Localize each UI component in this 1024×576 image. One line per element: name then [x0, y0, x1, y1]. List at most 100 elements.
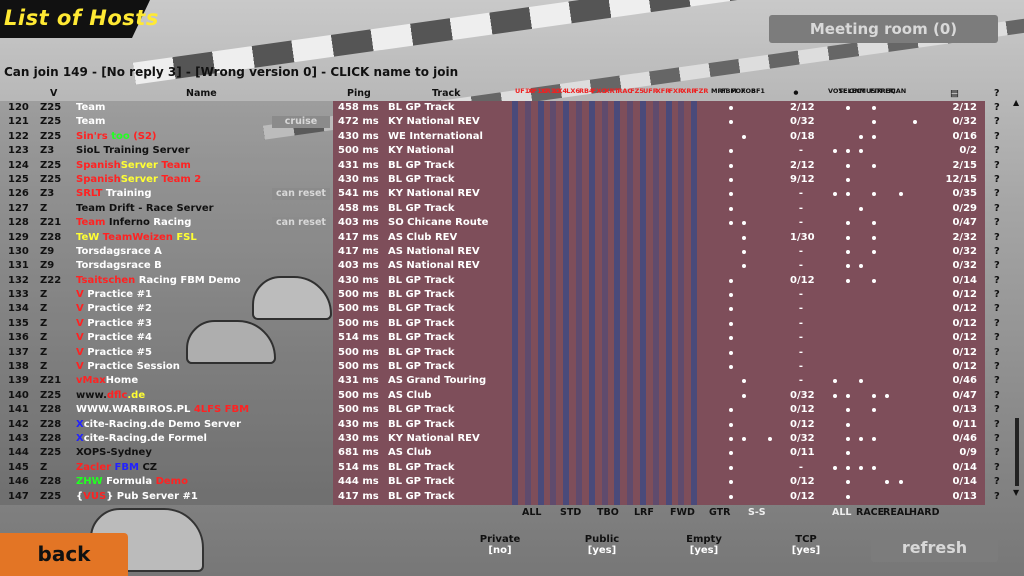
host-row[interactable]: 138 Z V Practice Session 500 ms BL GP Track -… [0, 360, 1024, 374]
host-row[interactable]: 126 Z3 SRLT Training can reset 541 ms KY Nati… [0, 187, 1024, 201]
host-name[interactable]: TeW TeamWeizen FSL [76, 231, 197, 245]
host-info-question[interactable]: ? [994, 418, 1000, 430]
filter-gtr[interactable]: GTR [709, 507, 731, 518]
header-on-vertical[interactable]: ON [849, 87, 860, 95]
option-empty[interactable]: Empty [yes] [664, 534, 744, 556]
host-row[interactable]: 130 Z9 Torsdagsrace A 417 ms AS National REV… [0, 245, 1024, 259]
host-name[interactable]: www.dflc.de [76, 389, 145, 403]
host-name[interactable]: Team Inferno Racing [76, 216, 191, 230]
host-info-question[interactable]: ? [994, 332, 1000, 344]
header-drivers-icon[interactable]: ⚫ [792, 88, 800, 99]
host-row[interactable]: 139 Z21 vMaxHome 431 ms AS Grand Touring - 0/4… [0, 374, 1024, 388]
option-empty-value[interactable]: [yes] [689, 545, 719, 556]
host-name[interactable]: SpanishServer Team [76, 159, 191, 173]
host-row[interactable]: 128 Z21 Team Inferno Racing can reset 403 ms… [0, 216, 1024, 230]
host-row[interactable]: 125 Z25 SpanishServer Team 2 430 ms BL GP Tr… [0, 173, 1024, 187]
header-lx6-vertical[interactable]: LX6 [566, 87, 580, 95]
host-info-question[interactable]: ? [994, 145, 1000, 157]
host-info-question[interactable]: ? [994, 260, 1000, 272]
header-fo8-vertical[interactable]: FO8 [741, 87, 756, 95]
host-info-question[interactable]: ? [994, 303, 1000, 315]
host-row[interactable]: 122 Z25 Sin'rs too (S2) 430 ms WE Internatio… [0, 130, 1024, 144]
host-name[interactable]: {VUS} Pub Server #1 [76, 490, 198, 504]
option-tcp[interactable]: TCP [yes] [766, 534, 846, 556]
scroll-down-arrow[interactable]: ▼ [1013, 488, 1020, 497]
host-info-question[interactable]: ? [994, 217, 1000, 229]
header-can-vertical[interactable]: CAN [891, 87, 907, 95]
header-ping[interactable]: Ping [347, 88, 371, 99]
host-row[interactable]: 141 Z28 WWW.WARBIROS.PL 4LFS FBM 500 ms BL G… [0, 403, 1024, 417]
header-ufr-vertical[interactable]: UFR [643, 87, 658, 95]
host-name[interactable]: Torsdagsrace B [76, 259, 162, 273]
host-name[interactable]: V Practice #4 [76, 331, 152, 345]
host-row[interactable]: 140 Z25 www.dflc.de 500 ms AS Club 0/32 0/47? [0, 389, 1024, 403]
header-rb4-vertical[interactable]: RB4 [579, 87, 594, 95]
host-name[interactable]: Team [76, 101, 105, 115]
host-info-question[interactable]: ? [994, 188, 1000, 200]
header-fzr-vertical[interactable]: FZR [694, 87, 709, 95]
filter-race[interactable]: RACE [856, 507, 885, 518]
host-info-question[interactable]: ? [994, 375, 1000, 387]
host-row[interactable]: 145 Z Zacler FBM CZ 514 ms BL GP Track - 0/14? [0, 461, 1024, 475]
scroll-thumb[interactable] [1015, 418, 1019, 486]
header-fbm-vertical[interactable]: FBM [721, 87, 737, 95]
host-info-question[interactable]: ? [994, 361, 1000, 373]
header-mrt-vertical[interactable]: MRT [711, 87, 727, 95]
meeting-room-button[interactable]: Meeting room (0) [769, 15, 998, 43]
header-rac-vertical[interactable]: RAC [617, 87, 633, 95]
host-info-question[interactable]: ? [994, 404, 1000, 416]
filter-all[interactable]: ALL [522, 507, 542, 518]
host-row[interactable]: 133 Z V Practice #1 500 ms BL GP Track - 0/12? [0, 288, 1024, 302]
host-info-question[interactable]: ? [994, 289, 1000, 301]
host-tag-button[interactable]: can reset [272, 188, 330, 201]
header-xf1g-vertical[interactable]: XF1G [527, 87, 548, 95]
header-lx4-vertical[interactable]: LX4 [553, 87, 568, 95]
host-row[interactable]: 131 Z9 Torsdagsrace B 403 ms AS National REV… [0, 259, 1024, 273]
host-name[interactable]: XOPS-Sydney [76, 446, 152, 460]
host-name[interactable]: V Practice #3 [76, 317, 152, 331]
scrollbar[interactable]: ▲ ▼ [1013, 98, 1020, 502]
host-info-question[interactable]: ? [994, 102, 1000, 113]
option-private-value[interactable]: [no] [488, 545, 512, 556]
host-row[interactable]: 135 Z V Practice #3 500 ms BL GP Track - 0/12? [0, 317, 1024, 331]
host-info-question[interactable]: ? [994, 202, 1000, 214]
header-vote-vertical[interactable]: VOTE [828, 87, 848, 95]
filter-fwd[interactable]: FWD [670, 507, 695, 518]
host-tag-button[interactable]: cruise [272, 116, 330, 129]
host-row[interactable]: 123 Z3 SioL Training Server 500 ms KY Nation… [0, 144, 1024, 158]
host-row[interactable]: 120 Z25 Team 458 ms BL GP Track 2/12 2/12? [0, 101, 1024, 115]
host-row[interactable]: 144 Z25 XOPS-Sydney 681 ms AS Club 0/11 0/9? [0, 446, 1024, 460]
host-info-question[interactable]: ? [994, 389, 1000, 401]
host-name[interactable]: V Practice #1 [76, 288, 152, 302]
filter-std[interactable]: STD [560, 507, 582, 518]
option-tcp-value[interactable]: [yes] [791, 545, 821, 556]
filter-real[interactable]: REAL [883, 507, 911, 518]
header-version[interactable]: V [50, 88, 58, 99]
host-name[interactable]: vMaxHome [76, 374, 138, 388]
header-name[interactable]: Name [186, 88, 217, 99]
host-info-question[interactable]: ? [994, 173, 1000, 185]
host-row[interactable]: 147 Z25 {VUS} Pub Server #1 417 ms BL GP Tra… [0, 490, 1024, 504]
header-mustpit-vertical[interactable]: MUSTPIT [859, 87, 892, 95]
header-fox-vertical[interactable]: FOX [731, 87, 746, 95]
host-name[interactable]: Team Drift - Race Server [76, 202, 214, 216]
host-name[interactable]: Sin'rs too (S2) [76, 130, 157, 144]
host-row[interactable]: 127 Z Team Drift - Race Server 458 ms BL GP … [0, 202, 1024, 216]
header-xr1g-vertical[interactable]: XR1G [540, 87, 561, 95]
filter-tbo[interactable]: TBO [597, 507, 619, 518]
header-fxr-vertical[interactable]: FXR [668, 87, 684, 95]
host-name[interactable]: Xcite-Racing.de Formel [76, 432, 207, 446]
option-private[interactable]: Private [no] [460, 534, 540, 556]
header-uf10-vertical[interactable]: UF10 [515, 87, 534, 95]
header-fix-vertical[interactable]: FIX [870, 87, 882, 95]
host-name[interactable]: Zacler FBM CZ [76, 461, 157, 475]
scroll-up-arrow[interactable]: ▲ [1013, 98, 1020, 107]
host-row[interactable]: 142 Z28 Xcite-Racing.de Demo Server 430 ms B… [0, 418, 1024, 432]
host-info-question[interactable]: ? [994, 130, 1000, 142]
host-info-question[interactable]: ? [994, 432, 1000, 444]
filter-lrf[interactable]: LRF [634, 507, 654, 518]
host-row[interactable]: 129 Z28 TeW TeamWeizen FSL 417 ms AS Club RE… [0, 231, 1024, 245]
header-xrr-vertical[interactable]: XRR [681, 87, 697, 95]
host-row[interactable]: 134 Z V Practice #2 500 ms BL GP Track - 0/12? [0, 302, 1024, 316]
host-info-question[interactable]: ? [994, 461, 1000, 473]
